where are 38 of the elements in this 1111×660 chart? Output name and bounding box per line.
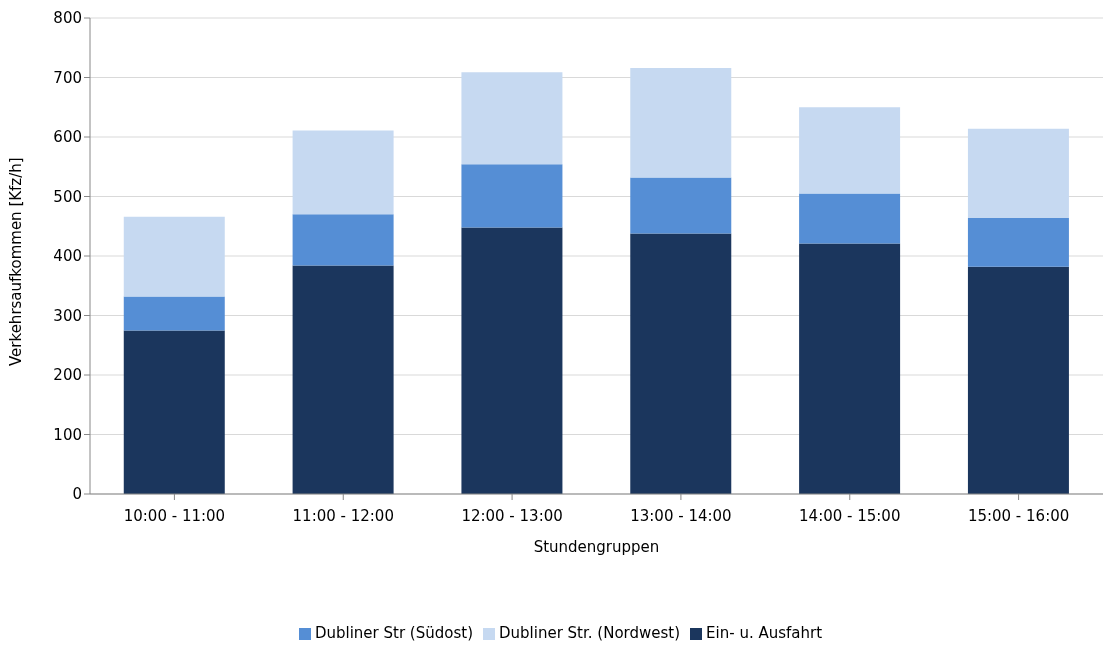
x-tick-label: 10:00 - 11:00 xyxy=(123,506,226,525)
bar xyxy=(461,164,563,228)
bar xyxy=(967,217,1069,267)
bar xyxy=(461,72,563,165)
bar xyxy=(630,67,732,178)
y-tick-label: 100 xyxy=(53,425,82,444)
bar xyxy=(123,296,225,331)
bar xyxy=(799,107,901,194)
legend-label: Ein- u. Ausfahrt xyxy=(706,624,823,642)
bar xyxy=(630,177,732,234)
x-tick-label: 13:00 - 14:00 xyxy=(630,506,732,525)
bar xyxy=(292,130,394,215)
bar xyxy=(630,233,732,494)
y-tick-label: 500 xyxy=(53,187,82,206)
legend-label: Dubliner Str (Südost) xyxy=(314,624,473,642)
bar xyxy=(461,227,563,494)
y-tick-label: 800 xyxy=(53,9,82,28)
bar xyxy=(967,128,1069,218)
bar xyxy=(967,266,1069,494)
y-tick-label: 300 xyxy=(53,306,82,325)
bar xyxy=(799,243,901,494)
y-tick-label: 0 xyxy=(72,485,82,504)
x-axis-title: Stundengruppen xyxy=(533,538,660,556)
legend-label: Dubliner Str. (Nordwest) xyxy=(499,624,681,642)
x-tick-label: 12:00 - 13:00 xyxy=(461,506,563,525)
bar xyxy=(123,216,225,297)
y-tick-label: 600 xyxy=(53,128,82,147)
x-tick-label: 14:00 - 15:00 xyxy=(799,506,901,525)
y-tick-label: 700 xyxy=(53,68,82,87)
bar xyxy=(123,330,225,494)
y-axis-title: Verkehrsaufkommen [Kfz/h] xyxy=(7,157,26,366)
y-tick-label: 200 xyxy=(53,366,82,385)
bar xyxy=(292,214,394,266)
x-tick-label: 15:00 - 16:00 xyxy=(967,506,1070,525)
y-tick-label: 400 xyxy=(53,247,82,266)
bar xyxy=(292,265,394,494)
bar xyxy=(799,193,901,244)
x-tick-label: 11:00 - 12:00 xyxy=(292,506,394,525)
